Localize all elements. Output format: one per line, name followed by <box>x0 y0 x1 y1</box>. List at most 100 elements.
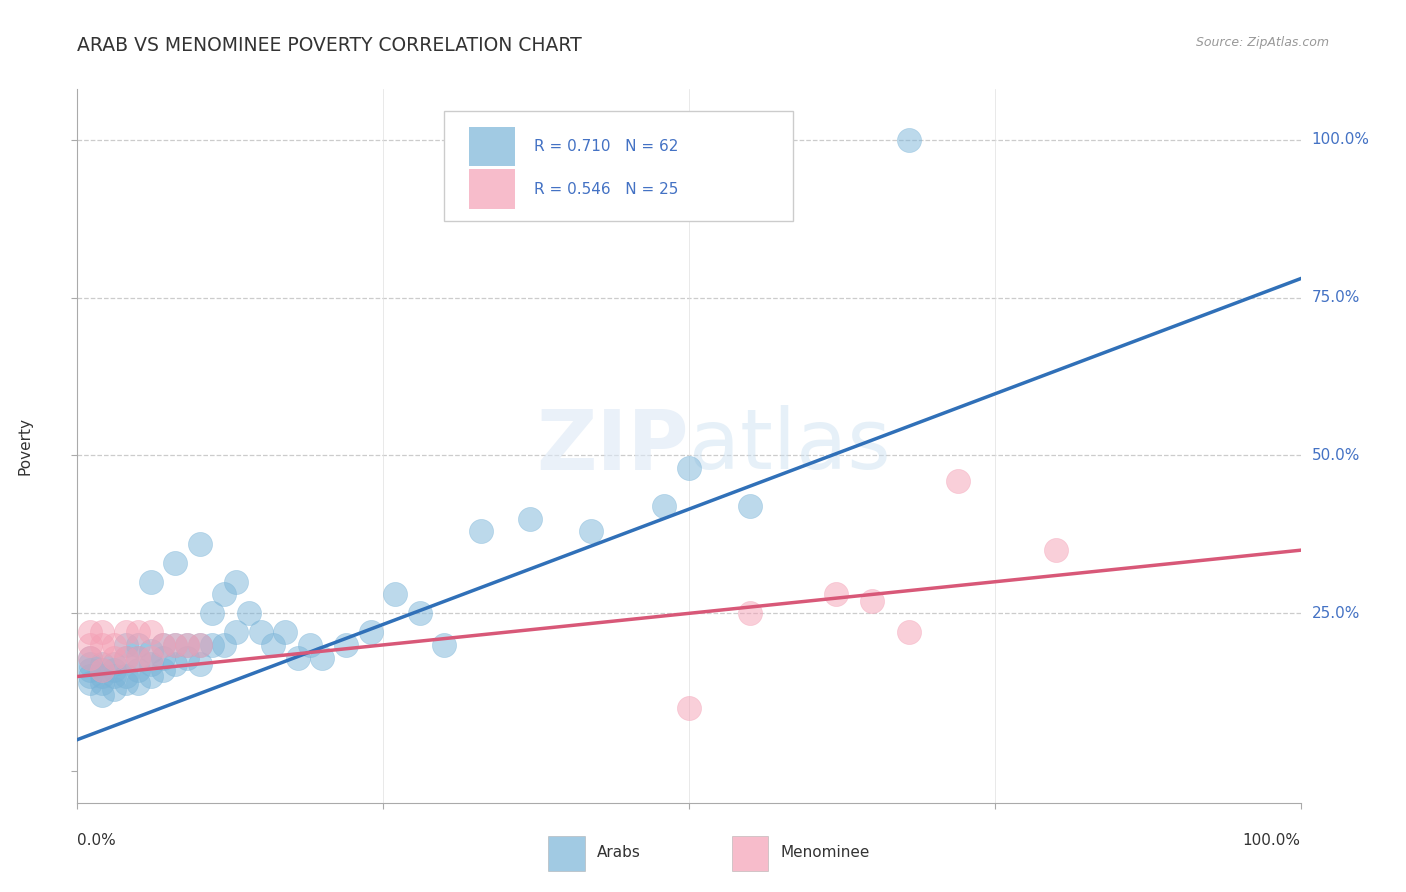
Point <box>103 657 125 671</box>
Point <box>139 625 162 640</box>
Text: Source: ZipAtlas.com: Source: ZipAtlas.com <box>1195 36 1329 49</box>
Point <box>165 657 187 671</box>
Text: Arabs: Arabs <box>598 846 641 860</box>
Point <box>862 593 884 607</box>
Point <box>139 669 162 683</box>
Point <box>90 625 112 640</box>
Point <box>165 638 187 652</box>
Text: 0.0%: 0.0% <box>77 833 117 848</box>
Point <box>311 650 333 665</box>
Text: 100.0%: 100.0% <box>1243 833 1301 848</box>
Point <box>79 638 101 652</box>
Point <box>115 625 138 640</box>
Point <box>1045 543 1067 558</box>
Point <box>898 625 921 640</box>
Point <box>188 657 211 671</box>
Point <box>298 638 321 652</box>
Point <box>79 663 101 677</box>
Point <box>127 625 149 640</box>
Point <box>127 650 149 665</box>
Point <box>946 474 969 488</box>
Text: Poverty: Poverty <box>17 417 32 475</box>
Point <box>115 638 138 652</box>
Point <box>678 701 700 715</box>
FancyBboxPatch shape <box>468 127 515 166</box>
Point <box>409 607 432 621</box>
Text: R = 0.546   N = 25: R = 0.546 N = 25 <box>534 182 678 196</box>
Point <box>79 625 101 640</box>
Point <box>176 638 198 652</box>
Point <box>79 650 101 665</box>
Point <box>165 638 187 652</box>
Point <box>90 689 112 703</box>
Point <box>898 133 921 147</box>
Text: 75.0%: 75.0% <box>1312 290 1360 305</box>
Point <box>90 669 112 683</box>
Text: 100.0%: 100.0% <box>1312 132 1369 147</box>
Point <box>201 607 224 621</box>
Point <box>79 675 101 690</box>
Point <box>678 461 700 475</box>
Point <box>287 650 309 665</box>
Point <box>152 650 174 665</box>
Point <box>79 669 101 683</box>
Point <box>90 663 112 677</box>
Point <box>335 638 357 652</box>
Point <box>152 663 174 677</box>
Text: ZIP: ZIP <box>537 406 689 486</box>
Point <box>212 587 235 601</box>
Point <box>103 638 125 652</box>
Point <box>212 638 235 652</box>
Point <box>103 669 125 683</box>
Point <box>250 625 273 640</box>
Point <box>188 537 211 551</box>
Point <box>127 663 149 677</box>
Point <box>127 650 149 665</box>
Point <box>152 638 174 652</box>
Point <box>740 607 762 621</box>
Point <box>115 650 138 665</box>
Point <box>139 644 162 658</box>
Text: 50.0%: 50.0% <box>1312 448 1360 463</box>
Point <box>139 650 162 665</box>
Point <box>238 607 260 621</box>
Point <box>127 638 149 652</box>
Point <box>470 524 492 539</box>
FancyBboxPatch shape <box>444 111 793 221</box>
Point <box>433 638 456 652</box>
Point <box>103 663 125 677</box>
Point <box>225 625 247 640</box>
Text: atlas: atlas <box>689 406 890 486</box>
FancyBboxPatch shape <box>548 837 585 871</box>
Point <box>127 675 149 690</box>
Point <box>90 675 112 690</box>
Point <box>740 499 762 513</box>
Text: R = 0.710   N = 62: R = 0.710 N = 62 <box>534 139 678 153</box>
Point <box>115 669 138 683</box>
FancyBboxPatch shape <box>468 169 515 209</box>
Point <box>654 499 676 513</box>
Point <box>90 663 112 677</box>
Point <box>262 638 284 652</box>
Point <box>360 625 382 640</box>
Point <box>115 650 138 665</box>
Point <box>579 524 602 539</box>
Point <box>188 638 211 652</box>
Point <box>79 650 101 665</box>
Point <box>115 675 138 690</box>
Text: 25.0%: 25.0% <box>1312 606 1360 621</box>
Point <box>139 574 162 589</box>
Point <box>90 657 112 671</box>
Point <box>188 638 211 652</box>
Point <box>103 682 125 697</box>
FancyBboxPatch shape <box>731 837 769 871</box>
Point <box>824 587 846 601</box>
Point <box>201 638 224 652</box>
Point <box>165 556 187 570</box>
Text: Menominee: Menominee <box>780 846 870 860</box>
Point <box>90 638 112 652</box>
Point <box>139 657 162 671</box>
Point <box>519 511 541 525</box>
Point <box>103 650 125 665</box>
Point <box>225 574 247 589</box>
